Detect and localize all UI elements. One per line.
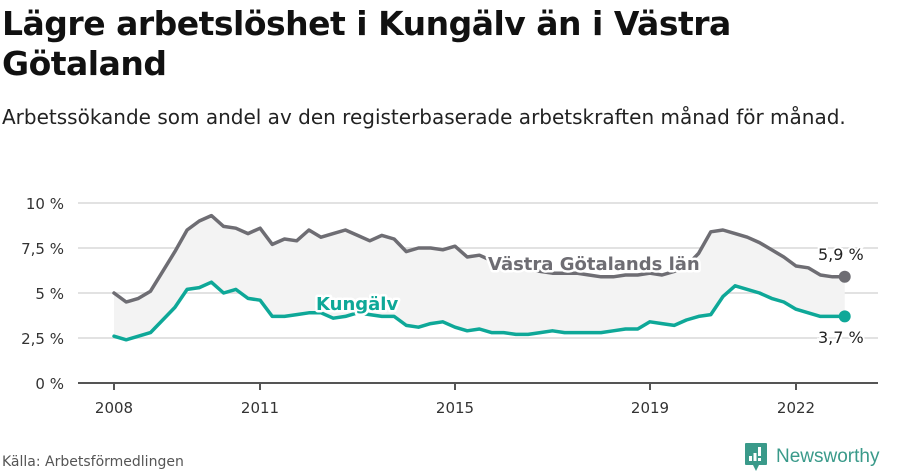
x-tick-2015: 2015 xyxy=(436,399,474,417)
chart-subtitle: Arbetssökande som andel av den registerb… xyxy=(2,105,846,129)
x-tick-2019: 2019 xyxy=(631,399,669,417)
y-axis-labels: 10 % 7,5 % 5 % 2,5 % 0 % xyxy=(21,195,64,393)
y-tick-10: 10 % xyxy=(26,195,64,213)
brand-logo[interactable]: Newsworthy xyxy=(744,442,879,472)
y-tick-0: 0 % xyxy=(35,375,64,393)
line-chart: 10 % 7,5 % 5 % 2,5 % 0 % Västra Götaland… xyxy=(21,195,878,417)
series-endpoint-kungalv xyxy=(838,310,851,323)
series-label-kungalv: Kungälv xyxy=(316,294,398,315)
x-axis-ticks xyxy=(113,383,797,390)
end-value-vastra-gotaland: 5,9 % xyxy=(818,245,864,264)
x-tick-2011: 2011 xyxy=(241,399,279,417)
y-tick-7-5: 7,5 % xyxy=(21,240,64,258)
end-value-kungalv: 3,7 % xyxy=(818,328,864,347)
x-tick-2008: 2008 xyxy=(95,399,133,417)
series-endpoint-vastra-gotaland xyxy=(838,270,851,283)
brand-name: Newsworthy xyxy=(776,446,880,467)
x-tick-2022: 2022 xyxy=(777,399,815,417)
range-band xyxy=(114,215,845,340)
newsworthy-icon xyxy=(745,443,767,471)
series-line-vastra-gotaland xyxy=(112,213,847,304)
y-tick-2-5: 2,5 % xyxy=(21,330,64,348)
chart-title: Lägre arbetslöshet i Kungälv än i Västra… xyxy=(2,4,731,83)
y-tick-5: 5 % xyxy=(35,285,64,303)
series-line-kungalv xyxy=(112,280,847,342)
series-label-vastra-gotaland: Västra Götalands län xyxy=(488,254,700,275)
source-note: Källa: Arbetsförmedlingen xyxy=(2,454,184,470)
x-axis-labels: 2008 2011 2015 2019 2022 xyxy=(95,399,815,417)
